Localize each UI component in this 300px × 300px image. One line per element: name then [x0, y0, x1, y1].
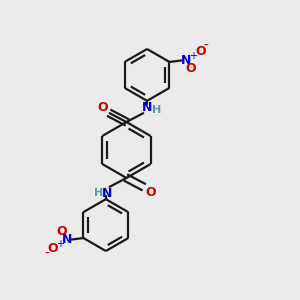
Text: O: O: [186, 61, 196, 75]
Text: O: O: [97, 101, 108, 114]
Text: O: O: [145, 186, 156, 199]
Text: N: N: [62, 233, 72, 246]
Text: H: H: [152, 105, 161, 115]
Text: -: -: [45, 247, 50, 261]
Text: O: O: [47, 242, 58, 255]
Text: N: N: [181, 54, 191, 67]
Text: N: N: [142, 101, 152, 114]
Text: O: O: [57, 225, 67, 239]
Text: N: N: [102, 187, 112, 200]
Text: -: -: [203, 39, 208, 53]
Text: +: +: [189, 51, 197, 61]
Text: +: +: [56, 239, 64, 249]
Text: O: O: [195, 45, 206, 58]
Text: H: H: [94, 188, 104, 198]
